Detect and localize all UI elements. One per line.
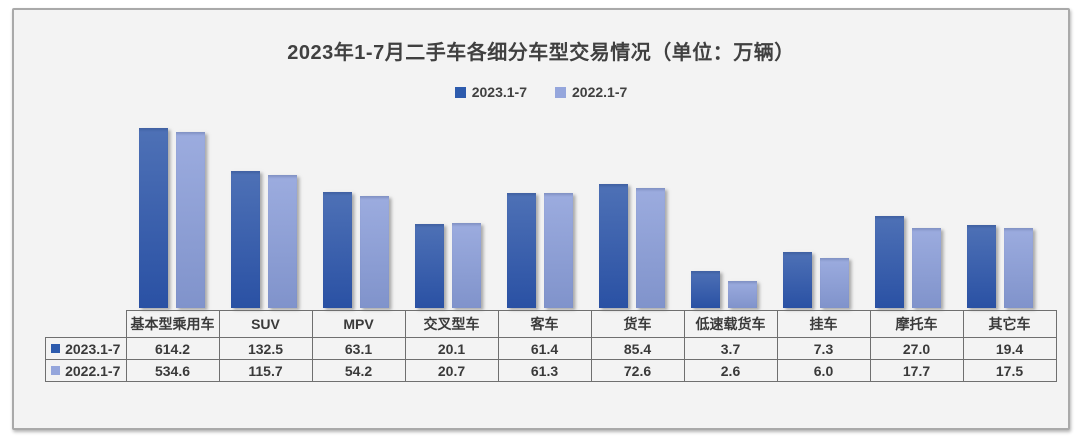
series-name: 2022.1-7	[65, 362, 121, 379]
value-2023.1-7-货车: 85.4	[590, 337, 685, 360]
value-2023.1-7-SUV: 132.5	[218, 337, 313, 360]
column-header-低速载货车: 低速载货车	[683, 310, 778, 338]
value-2022.1-7-其它车: 17.5	[962, 359, 1057, 382]
value-2022.1-7-基本型乘用车: 534.6	[125, 359, 220, 382]
value-2023.1-7-交叉型车: 20.1	[404, 337, 499, 360]
legend-swatch-icon	[454, 86, 466, 98]
bar-2022.1-7-摩托车	[912, 228, 941, 308]
bar-2023.1-7-MPV	[323, 192, 352, 308]
value-2023.1-7-基本型乘用车: 614.2	[125, 337, 220, 360]
bar-2023.1-7-摩托车	[875, 216, 904, 308]
bar-2022.1-7-低速载货车	[728, 281, 757, 308]
table-row-2022.1-7: 2022.1-7 534.6 115.7 54.2 20.7 61.3 72.6 2.6 6.0…	[45, 359, 1057, 382]
bar-2022.1-7-基本型乘用车	[176, 132, 205, 308]
legend-swatch-icon	[555, 86, 566, 98]
bar-2022.1-7-挂车	[820, 258, 849, 308]
value-2022.1-7-低速载货车: 2.6	[683, 359, 778, 382]
plot-area	[125, 10, 1045, 308]
legend-item-2022.1-7: 2022.1-7	[555, 84, 627, 100]
chart-legend: 2023.1-7 2022.1-7	[14, 84, 1068, 100]
chart-data-table: 基本型乘用车 SUV MPV 交叉型车 客车 货车 低速载货车 挂车 摩托车 其它车 2023.1-…	[45, 310, 1057, 382]
column-header-货车: 货车	[590, 310, 685, 338]
bar-2023.1-7-客车	[507, 193, 536, 308]
chart-frame: 2023年1-7月二手车各细分车型交易情况（单位：万辆） 2023.1-7 202…	[12, 8, 1070, 430]
column-header-其它车: 其它车	[962, 310, 1057, 338]
row-label-cell: 2022.1-7	[45, 359, 127, 382]
bar-2023.1-7-低速载货车	[691, 271, 720, 308]
legend-label: 2022.1-7	[572, 84, 628, 100]
bar-2023.1-7-其它车	[967, 225, 996, 308]
column-header-客车: 客车	[497, 310, 592, 338]
table-header-row: 基本型乘用车 SUV MPV 交叉型车 客车 货车 低速载货车 挂车 摩托车 其它车	[46, 310, 1057, 338]
table-corner-cell	[46, 311, 127, 338]
legend-label: 2023.1-7	[471, 84, 527, 100]
row-label-cell: 2023.1-7	[45, 337, 127, 360]
value-2023.1-7-客车: 61.4	[497, 337, 592, 360]
bar-2023.1-7-货车	[599, 184, 628, 308]
value-2022.1-7-交叉型车: 20.7	[404, 359, 499, 382]
bar-2022.1-7-SUV	[268, 175, 297, 308]
legend-item-2023.1-7: 2023.1-7	[454, 84, 527, 100]
value-2022.1-7-MPV: 54.2	[311, 359, 406, 382]
table-row-2023.1-7: 2023.1-7 614.2 132.5 63.1 20.1 61.4 85.4 3.7 7.3…	[45, 337, 1057, 360]
value-2023.1-7-摩托车: 27.0	[869, 337, 964, 360]
column-header-基本型乘用车: 基本型乘用车	[125, 310, 220, 338]
series-name: 2023.1-7	[65, 340, 121, 357]
bar-2023.1-7-SUV	[231, 171, 260, 308]
bar-2022.1-7-MPV	[360, 196, 389, 308]
value-2023.1-7-低速载货车: 3.7	[683, 337, 778, 360]
column-header-挂车: 挂车	[776, 310, 871, 338]
value-2022.1-7-挂车: 6.0	[776, 359, 871, 382]
value-2023.1-7-MPV: 63.1	[311, 337, 406, 360]
column-header-SUV: SUV	[218, 310, 313, 338]
bar-2022.1-7-其它车	[1004, 228, 1033, 308]
bar-2023.1-7-挂车	[783, 252, 812, 308]
series-swatch-icon	[51, 366, 61, 375]
bar-2022.1-7-交叉型车	[452, 223, 481, 308]
column-header-摩托车: 摩托车	[869, 310, 964, 338]
value-2022.1-7-SUV: 115.7	[218, 359, 313, 382]
value-2023.1-7-其它车: 19.4	[962, 337, 1057, 360]
column-header-MPV: MPV	[311, 310, 406, 338]
value-2023.1-7-挂车: 7.3	[776, 337, 871, 360]
chart-title: 2023年1-7月二手车各细分车型交易情况（单位：万辆）	[287, 42, 795, 64]
series-swatch-icon	[51, 344, 61, 353]
bar-2022.1-7-货车	[636, 188, 665, 308]
value-2022.1-7-摩托车: 17.7	[869, 359, 964, 382]
value-2022.1-7-客车: 61.3	[497, 359, 592, 382]
bar-2022.1-7-客车	[544, 193, 573, 308]
bar-2023.1-7-交叉型车	[415, 224, 444, 308]
column-header-交叉型车: 交叉型车	[404, 310, 499, 338]
bar-2023.1-7-基本型乘用车	[139, 128, 168, 308]
value-2022.1-7-货车: 72.6	[590, 359, 685, 382]
